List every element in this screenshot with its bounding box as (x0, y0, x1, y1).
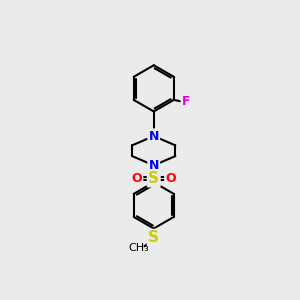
Text: O: O (131, 172, 142, 185)
Text: N: N (148, 130, 159, 142)
Text: S: S (148, 230, 159, 245)
Text: CH₃: CH₃ (128, 243, 149, 253)
Text: S: S (148, 171, 159, 186)
Text: O: O (165, 172, 176, 185)
Text: N: N (148, 159, 159, 172)
Text: F: F (182, 95, 190, 108)
